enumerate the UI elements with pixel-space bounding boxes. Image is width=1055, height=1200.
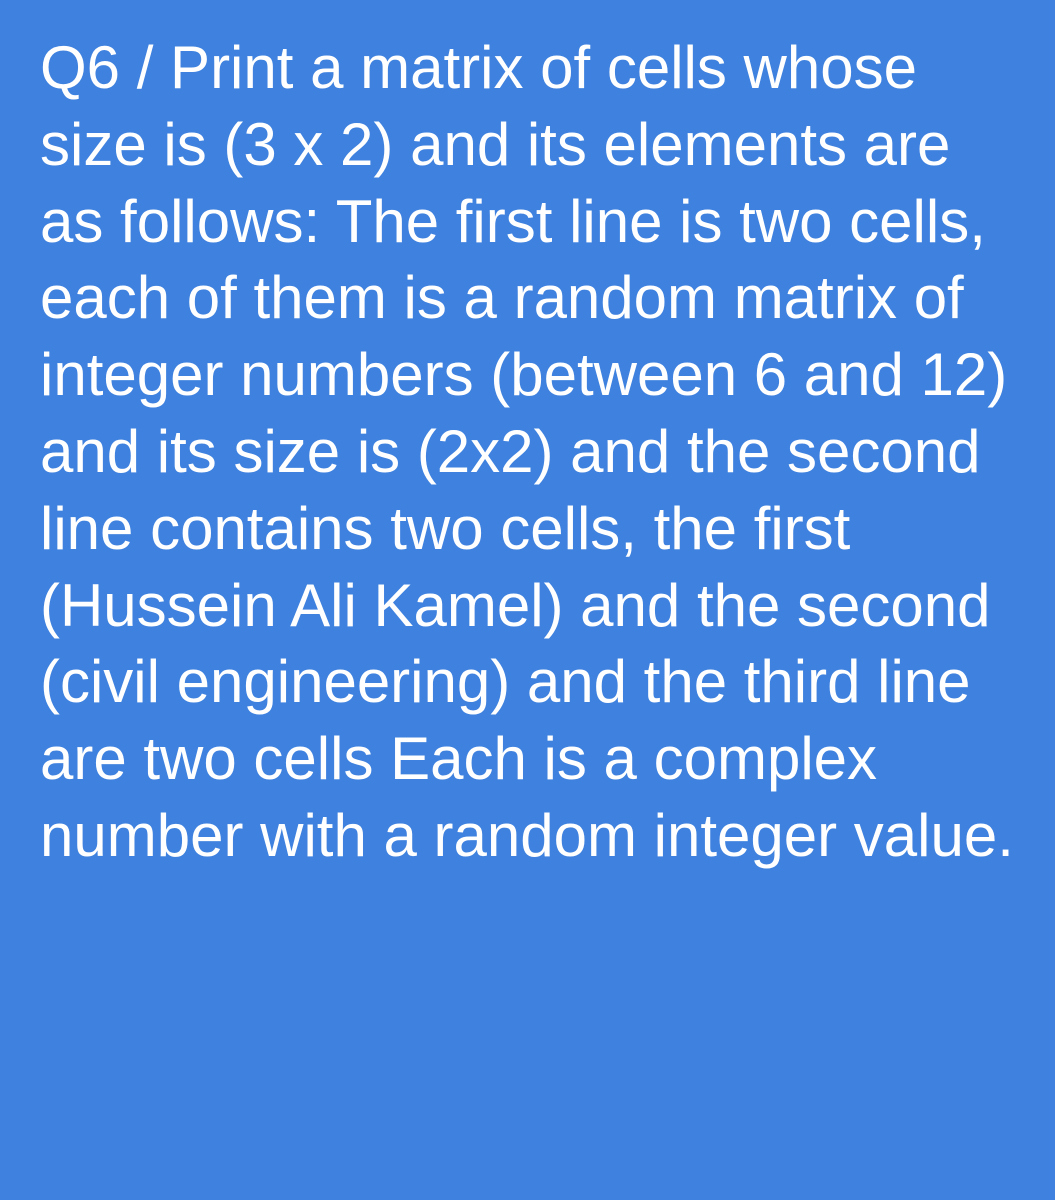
question-text: Q6 / Print a matrix of cells whose size … xyxy=(0,0,1055,905)
